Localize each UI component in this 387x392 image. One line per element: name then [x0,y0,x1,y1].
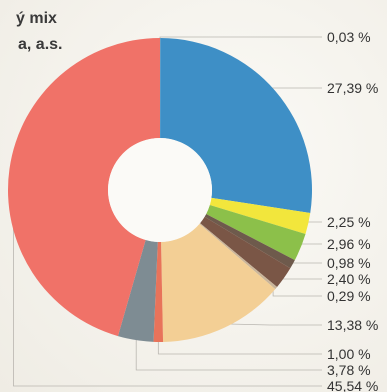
leader-line [13,169,322,387]
donut-slice [8,38,160,337]
donut-hole [108,138,212,242]
leader-line [159,36,322,38]
chart-title-line-2: a, a.s. [18,36,63,53]
donut-slice [153,241,164,342]
donut-slice [206,205,306,261]
donut-slices [8,38,312,342]
slice-percentage-label: 0,98 % [327,255,371,271]
leader-line [135,336,322,371]
slice-percentage-label: 3,78 % [327,362,371,378]
donut-slice [160,38,312,214]
slice-percentage-label: 0,03 % [327,29,371,45]
slice-percentage-label: 45,54 % [327,378,378,392]
donut-slice [204,213,295,269]
slice-percentage-label: 2,40 % [327,271,371,287]
leader-line [272,285,322,297]
donut-slice [117,239,158,342]
leader-line [271,87,322,94]
chart-title-line-1: ý mix [16,10,57,27]
slice-percentage-label: 13,38 % [327,317,378,333]
leader-line [223,323,322,326]
chart-title: ý mix a, a.s. [0,6,62,58]
slice-percentage-label: 1,00 % [327,346,371,362]
leader-line [288,262,322,264]
donut-slice [200,216,291,287]
slice-percentage-label: 2,96 % [327,236,371,252]
donut-slice [161,223,276,342]
leader-line [157,337,322,355]
donut-slice [209,197,311,234]
slice-percentage-label: 2,25 % [327,214,371,230]
slice-percentage-label: 27,39 % [327,80,378,96]
leader-line [280,275,322,280]
slice-percentage-label: 0,29 % [327,288,371,304]
donut-slice [199,223,278,290]
